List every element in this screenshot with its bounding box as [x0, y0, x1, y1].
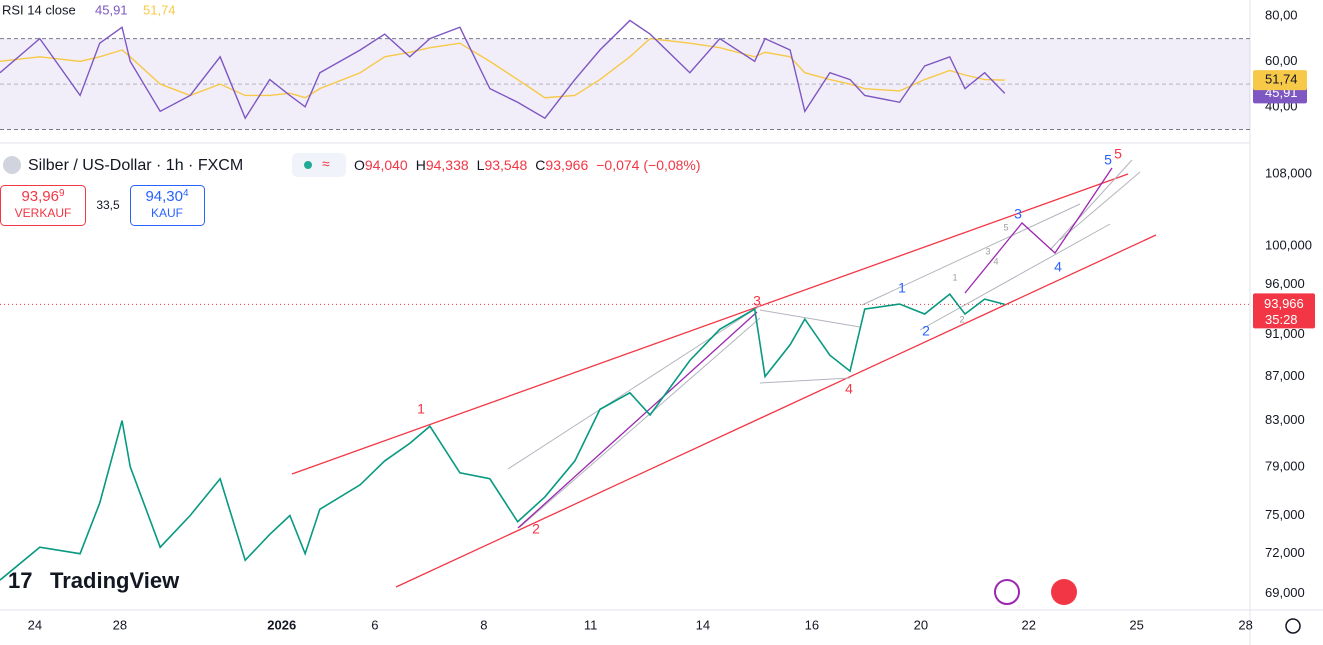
- settings-icon[interactable]: [1285, 618, 1301, 634]
- channel-top: [291, 173, 1129, 475]
- wave-label: 1: [417, 401, 425, 417]
- x-tick-label: 24: [28, 617, 42, 632]
- y-tick-label: 69,000: [1265, 585, 1305, 600]
- ohlc-key: L: [477, 157, 485, 173]
- rsi-pane: [0, 19, 1250, 131]
- rsi-line: [0, 19, 1006, 120]
- wave-label: 5: [1104, 152, 1112, 168]
- sell-label: VERKAUF: [15, 206, 72, 220]
- rsi-title: RSI 14 close: [2, 2, 76, 17]
- wave-label: 3: [985, 246, 990, 256]
- sell-price-sup: 9: [59, 188, 65, 199]
- wave-line: [517, 311, 758, 529]
- flag-icon[interactable]: [1051, 579, 1077, 605]
- x-tick-label: 2026: [267, 617, 296, 632]
- rsi-badge: [1253, 70, 1307, 91]
- triangle: [759, 309, 861, 328]
- rsi-tick-label: 60,00: [1265, 53, 1298, 68]
- x-tick-label: 6: [371, 617, 378, 632]
- buy-price-sup: 4: [183, 188, 189, 199]
- ohlc: O94,040 H94,338 L93,548 C93,966 −0,074 (−0,0…: [354, 157, 701, 173]
- x-tick-label: 14: [696, 617, 710, 632]
- countdown: 35:28: [1265, 312, 1298, 327]
- alert-icon[interactable]: [994, 579, 1020, 605]
- y-tick-label: 87,000: [1265, 368, 1305, 383]
- last-price-badge: [1253, 293, 1315, 329]
- ohlc-key: −0,074 (−0,08%): [596, 157, 700, 173]
- ohlc-value: 93,966: [545, 157, 588, 173]
- ohlc-value: 94,338: [426, 157, 469, 173]
- sub-channel: [919, 223, 1111, 331]
- x-tick-label: 22: [1022, 617, 1036, 632]
- wave-label: 2: [532, 521, 540, 537]
- rsi-badge-label: 51,74: [1265, 72, 1298, 87]
- triangle: [759, 377, 851, 384]
- y-tick-label: 75,000: [1265, 507, 1305, 522]
- wave-label: 1: [898, 280, 906, 296]
- y-tick-label: 96,000: [1265, 276, 1305, 291]
- symbol-title: Silber / US-Dollar · 1h · FXCM: [28, 157, 243, 174]
- wave-label: 2: [922, 323, 930, 339]
- sub-channel: [519, 317, 761, 528]
- ohlc-key: C: [535, 157, 545, 173]
- sell-price: 93,969: [21, 188, 65, 205]
- sub-channel: [507, 305, 761, 470]
- rsi-ma-value: 51,74: [143, 2, 176, 17]
- x-tick-label: 25: [1129, 617, 1143, 632]
- ohlc-value: 94,040: [365, 157, 408, 173]
- ohlc-key: O: [354, 157, 365, 173]
- buy-label: KAUF: [151, 206, 183, 220]
- wave-label: 5: [1114, 146, 1122, 162]
- ohlc-key: H: [416, 157, 426, 173]
- last-price-label: 93,966: [1264, 296, 1304, 311]
- buy-price-main: 94,30: [145, 188, 183, 205]
- wave-label: 1: [952, 272, 957, 282]
- axes: 69,000 72,000 75,000 79,000 83,000 87,000 91,0…: [28, 7, 1315, 632]
- wave-label: 4: [1054, 259, 1062, 275]
- sell-button[interactable]: [0, 185, 86, 226]
- y-tick-label: 108,000: [1265, 165, 1312, 180]
- rsi-tick-label: 80,00: [1265, 7, 1298, 22]
- wave-line: [964, 167, 1113, 294]
- ohlc-value: 93,548: [484, 157, 527, 173]
- logo: TradingView: [50, 568, 180, 593]
- status-pill[interactable]: [292, 153, 346, 177]
- price-line: [0, 292, 1006, 581]
- buy-price: 94,304: [145, 188, 189, 205]
- sub-channel: [1059, 171, 1141, 241]
- x-tick-label: 28: [113, 617, 127, 632]
- status-icon: ≈: [322, 156, 330, 172]
- status-dot: [304, 161, 312, 169]
- logo-mark: 17: [8, 568, 32, 593]
- sub-channel: [861, 203, 1081, 306]
- wave-label: 4: [845, 381, 853, 397]
- x-tick-label: 8: [480, 617, 487, 632]
- x-tick-label: 20: [914, 617, 928, 632]
- sell-price-main: 93,96: [21, 188, 59, 205]
- x-tick-label: 16: [805, 617, 819, 632]
- y-tick-label: 79,000: [1265, 458, 1305, 473]
- wave-label: 4: [993, 256, 998, 266]
- x-tick-label: 11: [584, 617, 598, 632]
- symbol-icon: [3, 156, 21, 174]
- rsi-value: 45,91: [95, 2, 128, 17]
- spread: 33,5: [96, 198, 120, 212]
- wave-label: 3: [753, 293, 761, 309]
- y-tick-label: 91,000: [1265, 326, 1305, 341]
- x-tick-label: 28: [1238, 617, 1252, 632]
- y-tick-label: 100,000: [1265, 238, 1312, 253]
- channel-bottom: [395, 234, 1157, 588]
- buy-button[interactable]: [130, 185, 205, 226]
- wave-label: 5: [1003, 222, 1008, 232]
- sub-channel: [1049, 159, 1133, 251]
- wave-label: 2: [959, 314, 964, 324]
- wave-label: 3: [1014, 206, 1022, 222]
- y-tick-label: 83,000: [1265, 412, 1305, 427]
- y-tick-label: 72,000: [1265, 545, 1305, 560]
